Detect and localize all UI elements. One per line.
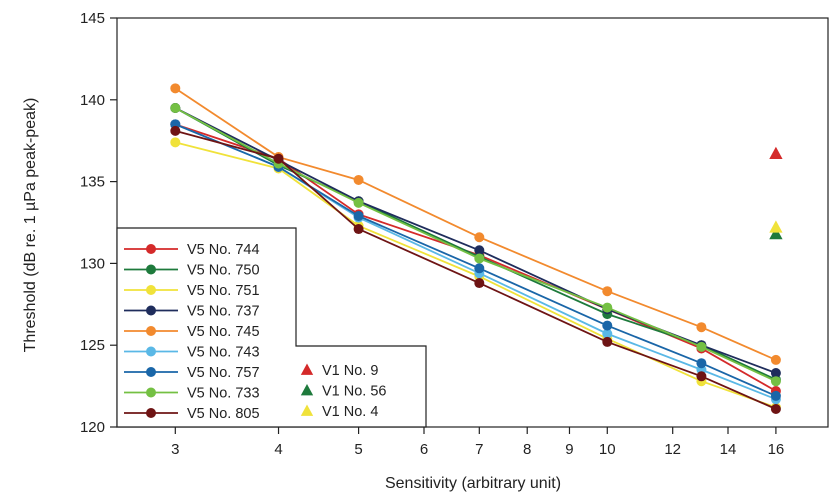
legend-triangle-2 [300,404,314,416]
x-tick-label-14: 14 [720,441,737,458]
legend-label-5: V5 No. 743 [187,345,260,361]
legend-box [116,227,427,428]
plot-frame [116,17,829,428]
data-point [602,336,613,347]
x-tick-label-10: 10 [599,441,616,458]
x-tick-label-4: 4 [274,441,282,458]
legend-label-8: V5 No. 805 [187,406,260,422]
legend-triangle-label-0: V1 No. 9 [322,363,378,379]
data-point [353,224,364,235]
legend-marker-5 [146,346,156,357]
x-tick-label-6: 6 [420,441,428,458]
data-point [696,371,707,382]
x-tick-label-8: 8 [523,441,531,458]
legend-marker-3 [146,305,156,316]
legend-marker-7 [146,387,156,398]
axes: 3 4 5 6 7 8 9 10 12 14 16 120 125 130 135 140 145 [80,10,829,458]
data-point-triangle [769,226,783,240]
legend-marker-2 [146,285,156,295]
data-point [602,328,613,339]
legend-label-1: V5 No. 750 [187,263,260,279]
legend-marker-0 [146,244,156,254]
data-point [696,358,707,369]
legend: V5 No. 744 V5 No. 750 V5 No. 751 V5 No. 737… [116,227,427,428]
legend-label-6: V5 No. 757 [187,365,260,381]
y-tick-label-120: 120 [80,419,105,436]
data-point [170,125,181,136]
legend-marker-8 [146,408,156,418]
data-point [170,83,181,94]
data-point [474,232,485,243]
data-point [170,102,181,113]
series-8 [170,125,781,415]
data-point [353,210,364,221]
series-layer [170,83,783,415]
x-tick-label-9: 9 [565,441,573,458]
x-tick-label-16: 16 [768,441,785,458]
y-axis-label: Threshold (dB re. 1 µPa peak-peak) [22,98,39,353]
data-point [474,245,485,256]
data-point-triangle [769,220,783,233]
data-point [353,174,364,185]
legend-marker-6 [146,367,156,377]
legend-triangle-1 [300,384,314,396]
legend-triangle-label-1: V1 No. 56 [322,384,387,400]
x-tick-label-12: 12 [664,441,681,458]
series-10 [769,226,783,240]
y-tick-label-125: 125 [80,337,105,354]
data-point [770,404,781,415]
data-point [474,263,485,274]
y-tick-label-140: 140 [80,92,105,109]
data-point [602,320,613,331]
data-point-triangle [769,146,783,160]
y-tick-label-135: 135 [80,174,105,191]
legend-marker-1 [146,264,156,275]
data-point [474,278,485,289]
legend-label-0: V5 No. 744 [187,242,260,258]
x-tick-label-5: 5 [354,441,362,458]
data-point [170,137,181,148]
data-point [602,302,613,313]
data-point [696,341,707,352]
legend-label-3: V5 No. 737 [187,304,260,320]
data-point [353,197,364,208]
y-tick-label-145: 145 [80,10,105,27]
series-9 [769,146,783,160]
legend-label-7: V5 No. 733 [187,386,260,402]
x-tick-label-3: 3 [171,441,179,458]
x-axis-label: Sensitivity (arbitrary unit) [385,475,561,492]
legend-triangle-label-2: V1 No. 4 [322,404,378,420]
data-point [602,286,613,297]
data-point [273,153,284,164]
legend-label-2: V5 No. 751 [187,283,260,299]
legend-marker-4 [146,326,156,336]
x-tick-label-7: 7 [475,441,483,458]
series-11 [769,220,783,233]
y-tick-label-130: 130 [80,255,105,272]
legend-triangle-0 [300,363,314,375]
data-point [770,390,781,401]
data-point [770,368,781,379]
legend-label-4: V5 No. 745 [187,324,260,340]
data-point [696,322,707,333]
data-point [770,354,781,365]
data-point [770,376,781,387]
data-point [474,253,485,264]
